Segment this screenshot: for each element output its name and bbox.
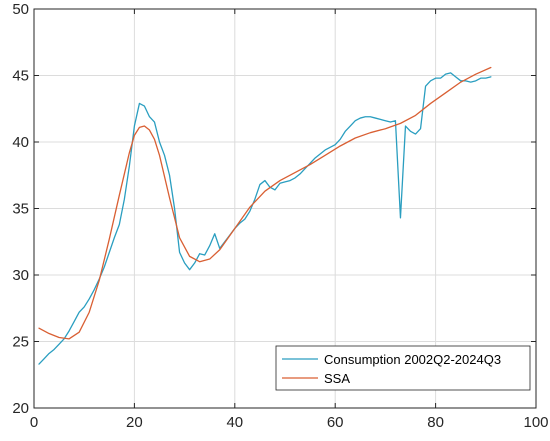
legend-label-consumption: Consumption 2002Q2-2024Q3 [324, 352, 501, 367]
y-tick-label: 20 [12, 400, 29, 417]
x-tick-label: 100 [523, 414, 548, 431]
legend-box [275, 345, 531, 391]
series-line-consumption [38, 72, 492, 365]
y-tick-label: 30 [12, 267, 29, 284]
y-tick-label: 25 [12, 334, 29, 351]
y-tick-label: 40 [12, 134, 29, 151]
x-tick-label: 40 [226, 414, 243, 431]
x-tick-label: 60 [327, 414, 344, 431]
x-tick-label: 0 [30, 414, 38, 431]
x-tick-label: 80 [427, 414, 444, 431]
legend: Consumption 2002Q2-2024Q3 SSA [275, 345, 531, 391]
y-tick-label: 50 [12, 1, 29, 18]
series-line-ssa [38, 66, 492, 340]
y-tick-label: 45 [12, 68, 29, 85]
grid-lines [33, 8, 537, 409]
y-tick-label: 35 [12, 201, 29, 218]
legend-label-ssa: SSA [324, 371, 350, 386]
x-tick-label: 20 [126, 414, 143, 431]
series-layer [38, 66, 492, 365]
